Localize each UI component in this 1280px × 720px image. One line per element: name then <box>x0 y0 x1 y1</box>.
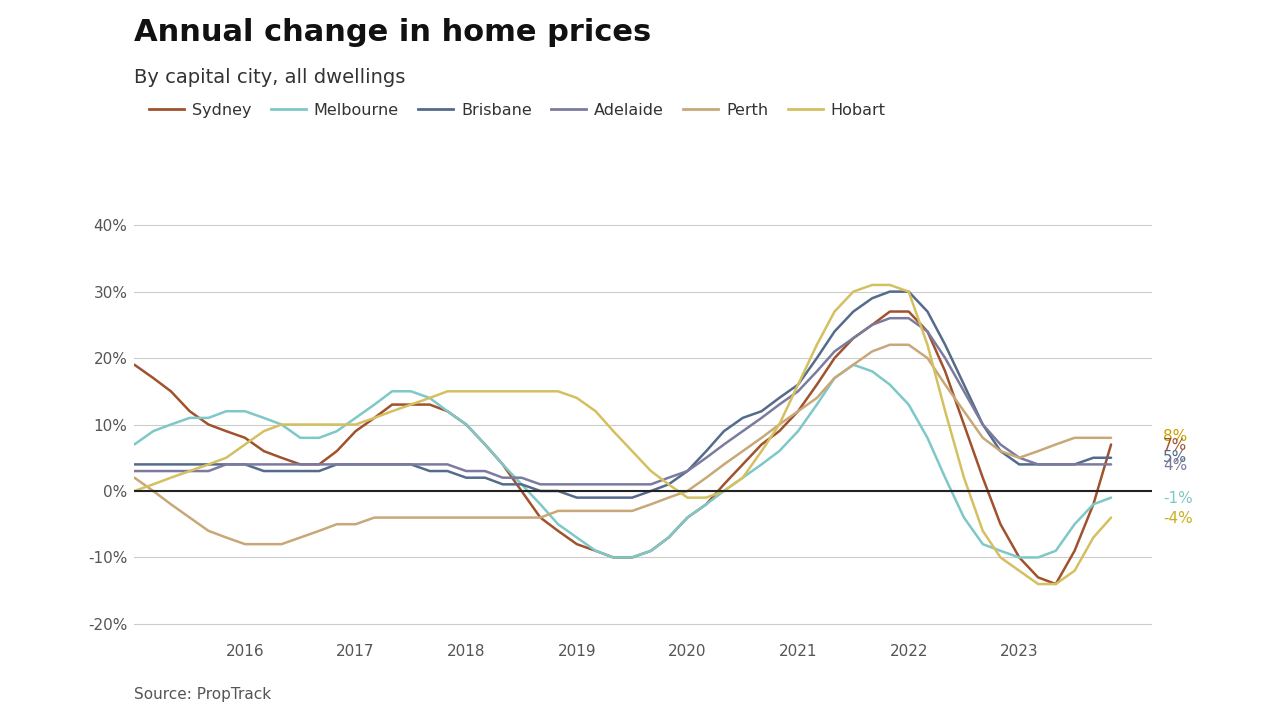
Hobart <box>1030 580 1046 588</box>
Melbourne <box>605 553 621 562</box>
Sydney <box>1103 440 1119 449</box>
Text: 7%: 7% <box>1164 438 1188 454</box>
Hobart <box>293 420 308 429</box>
Brisbane <box>293 467 308 475</box>
Sydney <box>1048 580 1064 588</box>
Adelaide <box>127 467 142 475</box>
Brisbane <box>735 413 750 422</box>
Hobart <box>699 493 714 502</box>
Sydney <box>660 534 676 542</box>
Adelaide <box>532 480 548 489</box>
Brisbane <box>717 427 732 436</box>
Line: Sydney: Sydney <box>134 312 1111 584</box>
Adelaide <box>717 440 732 449</box>
Brisbane <box>809 354 824 362</box>
Melbourne <box>846 361 861 369</box>
Sydney <box>717 480 732 489</box>
Text: 4%: 4% <box>1164 458 1188 473</box>
Adelaide <box>293 460 308 469</box>
Melbourne <box>717 487 732 495</box>
Melbourne <box>680 513 695 522</box>
Text: Annual change in home prices: Annual change in home prices <box>134 18 652 47</box>
Adelaide <box>680 467 695 475</box>
Hobart <box>660 480 676 489</box>
Adelaide <box>809 367 824 376</box>
Perth <box>882 341 897 349</box>
Melbourne <box>293 433 308 442</box>
Perth <box>513 513 529 522</box>
Melbourne <box>1103 493 1119 502</box>
Perth <box>311 526 326 535</box>
Hobart <box>864 281 879 289</box>
Line: Hobart: Hobart <box>134 285 1111 584</box>
Brisbane <box>680 467 695 475</box>
Line: Perth: Perth <box>134 345 1111 544</box>
Line: Adelaide: Adelaide <box>134 318 1111 485</box>
Line: Melbourne: Melbourne <box>134 365 1111 557</box>
Perth <box>735 447 750 456</box>
Perth <box>1103 433 1119 442</box>
Perth <box>680 487 695 495</box>
Hobart <box>1103 513 1119 522</box>
Adelaide <box>882 314 897 323</box>
Sydney <box>127 361 142 369</box>
Brisbane <box>1103 454 1119 462</box>
Hobart <box>127 487 142 495</box>
Hobart <box>495 387 511 395</box>
Perth <box>237 540 252 549</box>
Text: 8%: 8% <box>1164 429 1188 444</box>
Text: -4%: -4% <box>1164 511 1193 526</box>
Brisbane <box>495 480 511 489</box>
Text: Source: PropTrack: Source: PropTrack <box>134 687 271 702</box>
Text: 5%: 5% <box>1164 450 1188 465</box>
Brisbane <box>882 287 897 296</box>
Legend: Sydney, Melbourne, Brisbane, Adelaide, Perth, Hobart: Sydney, Melbourne, Brisbane, Adelaide, P… <box>142 96 892 125</box>
Sydney <box>293 460 308 469</box>
Melbourne <box>809 400 824 409</box>
Text: By capital city, all dwellings: By capital city, all dwellings <box>134 68 406 87</box>
Adelaide <box>735 427 750 436</box>
Adelaide <box>495 473 511 482</box>
Sydney <box>882 307 897 316</box>
Hobart <box>717 487 732 495</box>
Brisbane <box>127 460 142 469</box>
Perth <box>127 473 142 482</box>
Line: Brisbane: Brisbane <box>134 292 1111 498</box>
Sydney <box>495 460 511 469</box>
Adelaide <box>1103 460 1119 469</box>
Text: -1%: -1% <box>1164 492 1193 506</box>
Sydney <box>790 407 805 415</box>
Melbourne <box>127 440 142 449</box>
Perth <box>717 460 732 469</box>
Sydney <box>699 500 714 508</box>
Brisbane <box>570 493 585 502</box>
Perth <box>809 394 824 402</box>
Melbourne <box>735 473 750 482</box>
Melbourne <box>495 460 511 469</box>
Hobart <box>790 380 805 389</box>
